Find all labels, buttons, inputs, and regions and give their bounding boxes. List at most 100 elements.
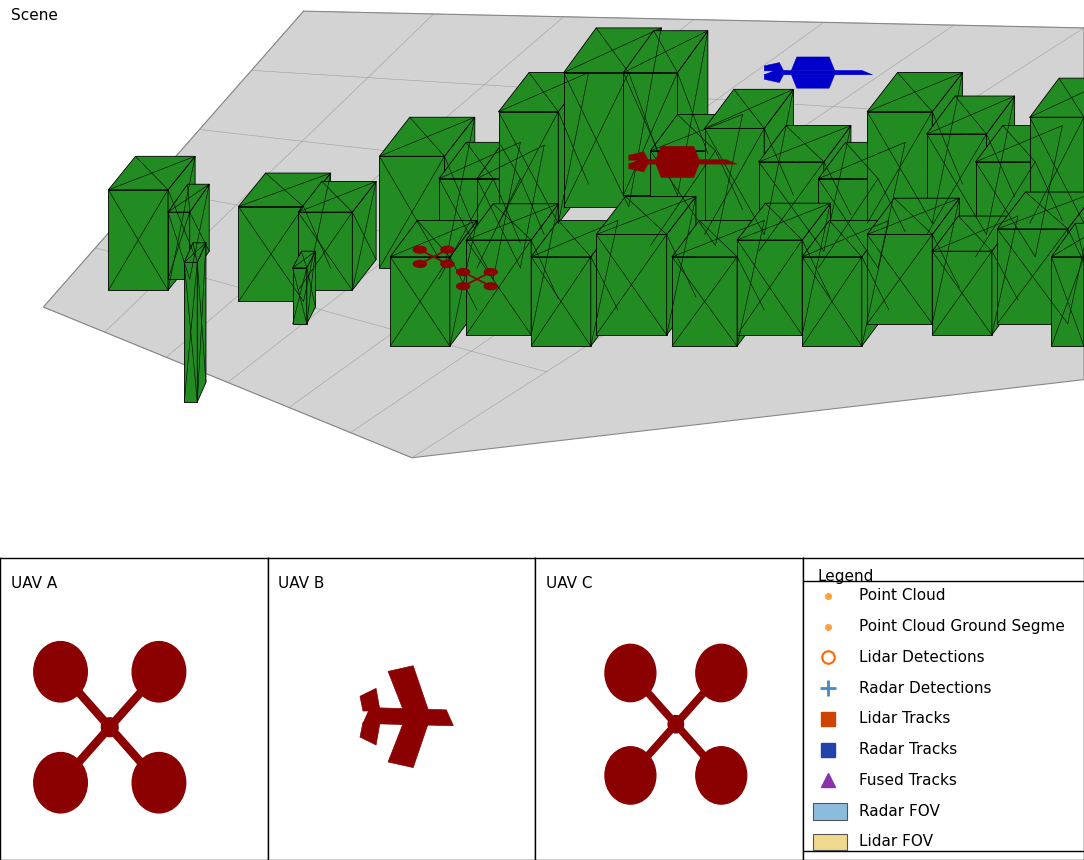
Polygon shape — [764, 63, 784, 71]
Polygon shape — [932, 198, 959, 323]
Polygon shape — [1030, 117, 1084, 224]
Polygon shape — [477, 179, 520, 268]
Bar — [813, 803, 847, 820]
Circle shape — [485, 268, 498, 275]
Polygon shape — [238, 173, 331, 206]
Polygon shape — [444, 117, 475, 268]
Polygon shape — [499, 112, 558, 224]
Polygon shape — [531, 204, 558, 335]
Polygon shape — [932, 251, 992, 335]
Polygon shape — [802, 257, 862, 346]
Circle shape — [456, 283, 469, 290]
Polygon shape — [499, 72, 589, 112]
Polygon shape — [298, 181, 376, 212]
Polygon shape — [862, 220, 889, 346]
Polygon shape — [737, 240, 802, 335]
Polygon shape — [867, 72, 963, 112]
Polygon shape — [360, 722, 380, 745]
Polygon shape — [764, 89, 793, 235]
Text: Radar FOV: Radar FOV — [860, 803, 940, 819]
Polygon shape — [293, 268, 307, 323]
Polygon shape — [678, 31, 708, 195]
Polygon shape — [477, 145, 544, 179]
Bar — [813, 833, 847, 851]
Polygon shape — [1051, 224, 1084, 257]
Polygon shape — [238, 206, 304, 302]
Polygon shape — [596, 196, 696, 235]
Polygon shape — [293, 251, 315, 268]
Text: Fused Tracks: Fused Tracks — [860, 773, 957, 788]
Polygon shape — [493, 143, 520, 280]
Polygon shape — [379, 117, 475, 157]
Polygon shape — [650, 150, 715, 246]
Polygon shape — [168, 157, 195, 291]
Polygon shape — [705, 128, 764, 235]
Circle shape — [605, 746, 656, 804]
Polygon shape — [629, 152, 648, 160]
Polygon shape — [986, 96, 1015, 235]
Polygon shape — [439, 143, 520, 179]
Circle shape — [441, 261, 454, 267]
Polygon shape — [932, 216, 1018, 251]
Polygon shape — [168, 212, 190, 280]
Circle shape — [102, 718, 118, 737]
Text: Radar Tracks: Radar Tracks — [860, 742, 957, 757]
Circle shape — [413, 261, 426, 267]
Polygon shape — [932, 72, 963, 224]
Polygon shape — [997, 192, 1084, 229]
Circle shape — [696, 746, 747, 804]
Polygon shape — [672, 220, 764, 257]
Polygon shape — [705, 89, 793, 128]
Polygon shape — [976, 126, 1062, 162]
Polygon shape — [623, 31, 708, 72]
Polygon shape — [197, 243, 206, 402]
Polygon shape — [764, 71, 873, 75]
Polygon shape — [927, 134, 986, 235]
Polygon shape — [629, 163, 648, 172]
Circle shape — [605, 644, 656, 702]
Circle shape — [132, 752, 185, 813]
Polygon shape — [531, 220, 618, 257]
Polygon shape — [672, 257, 737, 346]
Text: Legend: Legend — [817, 568, 874, 584]
Polygon shape — [43, 11, 1084, 458]
Polygon shape — [737, 203, 830, 240]
Circle shape — [696, 644, 747, 702]
Circle shape — [413, 246, 426, 253]
Polygon shape — [466, 204, 558, 240]
Polygon shape — [564, 72, 629, 206]
Polygon shape — [184, 262, 197, 402]
Polygon shape — [108, 190, 168, 291]
Polygon shape — [656, 164, 699, 177]
Circle shape — [668, 716, 684, 733]
Polygon shape — [520, 145, 544, 268]
Text: Radar Detections: Radar Detections — [860, 680, 992, 696]
Polygon shape — [976, 162, 1035, 257]
Text: Lidar Detections: Lidar Detections — [860, 650, 984, 665]
Polygon shape — [363, 708, 453, 726]
Polygon shape — [450, 220, 477, 346]
Polygon shape — [867, 235, 932, 323]
Polygon shape — [878, 143, 905, 268]
Polygon shape — [390, 257, 450, 346]
Polygon shape — [791, 57, 835, 71]
Polygon shape — [715, 114, 743, 246]
Polygon shape — [379, 157, 444, 268]
Polygon shape — [439, 179, 493, 280]
Polygon shape — [737, 220, 764, 346]
Polygon shape — [802, 203, 830, 335]
Text: Lidar FOV: Lidar FOV — [860, 834, 933, 850]
Circle shape — [441, 246, 454, 253]
Polygon shape — [184, 243, 206, 262]
Polygon shape — [1051, 257, 1084, 346]
Polygon shape — [818, 143, 905, 179]
Polygon shape — [791, 75, 835, 89]
Polygon shape — [564, 28, 661, 72]
Polygon shape — [759, 126, 851, 162]
Circle shape — [34, 642, 88, 702]
Polygon shape — [824, 126, 851, 251]
Circle shape — [132, 642, 185, 702]
Text: Scene: Scene — [11, 9, 57, 23]
Polygon shape — [1030, 78, 1084, 117]
Text: Point Cloud: Point Cloud — [860, 588, 945, 604]
